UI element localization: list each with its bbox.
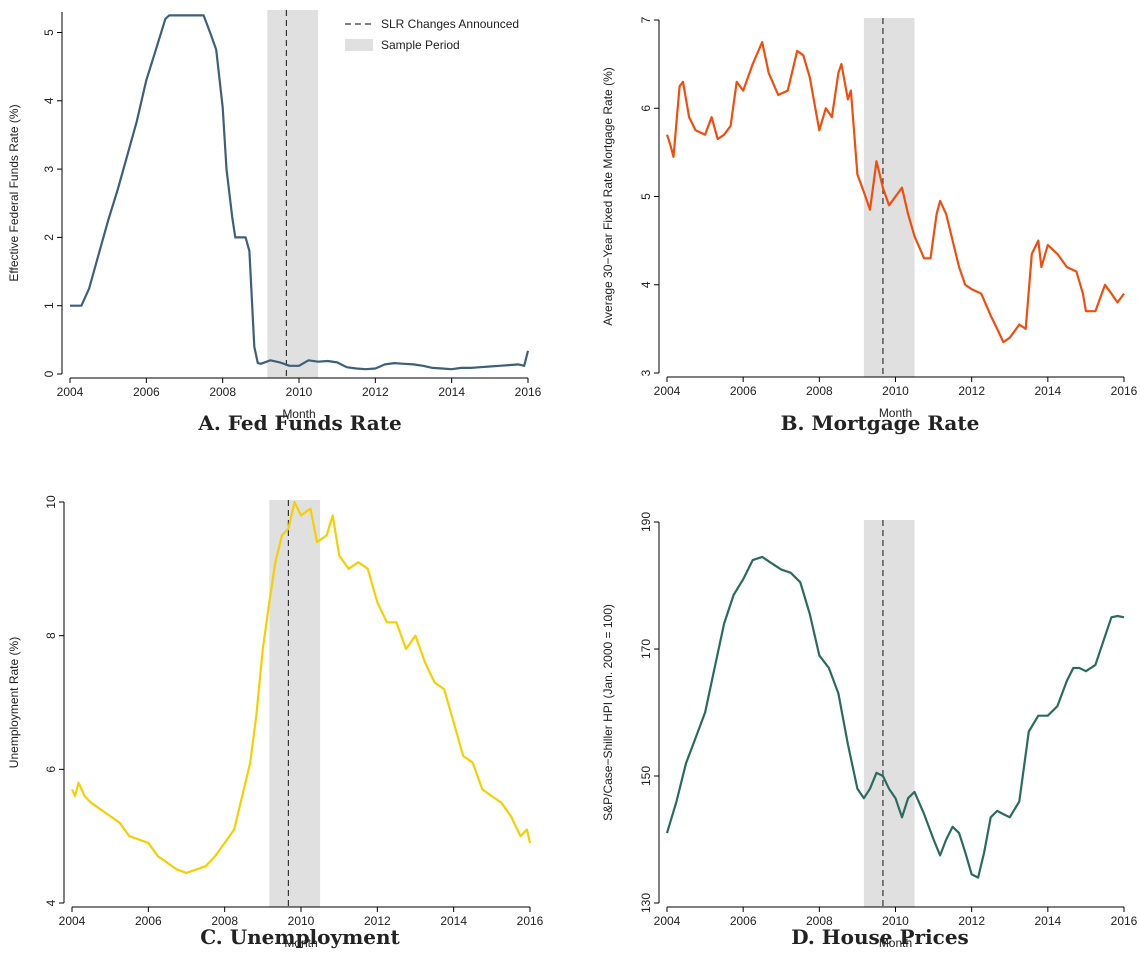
x-axis-label: Month [879,936,912,950]
x-tick-label: 2014 [440,914,467,928]
x-tick-label: 2006 [133,385,160,399]
panel: 130 150 170 190 2004 2006 2008 2010 2012 2014 2016… [601,512,1138,950]
series-line [71,500,532,874]
x-tick-label: 2016 [1111,384,1138,398]
y-tick-label: 8 [44,632,58,639]
y-axis-label: Effective Federal Funds Rate (%) [7,104,21,281]
legend-swatch [345,39,373,51]
x-tick-label: 2010 [882,914,909,928]
series-line [665,41,1125,344]
x-tick-label: 2016 [517,914,544,928]
x-tick-label: 2012 [958,384,985,398]
x-tick-label: 2004 [59,914,86,928]
panel-title: B. Mortgage Rate [781,411,980,435]
x-tick-label: 2016 [515,385,542,399]
series-line [665,555,1125,879]
x-tick-label: 2006 [730,384,757,398]
x-axis-label: Month [284,936,317,950]
sample-period [267,10,319,378]
x-tick-label: 2004 [654,384,681,398]
panel-title: A. Fed Funds Rate [197,411,401,435]
panel: 0 1 2 3 4 5 2004 2006 2008 2010 2012 2014 2016 Month E… [7,10,542,435]
y-tick-label: 190 [639,512,653,532]
y-tick-label: 3 [639,369,653,376]
x-tick-label: 2010 [286,385,313,399]
x-tick-label: 2008 [211,914,238,928]
x-tick-label: 2006 [730,914,757,928]
x-tick-label: 2016 [1111,914,1138,928]
y-tick-label: 4 [42,97,56,104]
y-tick-label: 6 [44,766,58,773]
y-axis-label: S&P/Case−Shiller HPI (Jan. 2000 = 100) [601,604,615,821]
y-tick-label: 1 [42,302,56,309]
y-tick-label: 170 [639,639,653,659]
y-axis-label: Unemployment Rate (%) [7,637,21,768]
y-tick-label: 2 [42,234,56,241]
sample-period [269,500,321,907]
y-tick-label: 4 [639,281,653,288]
y-tick-label: 3 [42,165,56,172]
x-tick-label: 2012 [362,385,389,399]
x-tick-label: 2010 [288,914,315,928]
x-tick-label: 2004 [654,914,681,928]
x-tick-label: 2006 [135,914,162,928]
y-tick-label: 4 [44,899,58,906]
y-tick-label: 10 [44,495,58,509]
sample-period [863,520,915,907]
panel-title: C. Unemployment [200,925,400,949]
y-tick-label: 6 [639,105,653,112]
series-line [70,14,530,371]
x-tick-label: 2004 [57,385,84,399]
x-tick-label: 2014 [1034,914,1061,928]
x-tick-label: 2008 [806,384,833,398]
y-tick-label: 7 [639,16,653,23]
x-tick-label: 2008 [209,385,236,399]
panel: 4 6 8 10 2004 2006 2008 2010 2012 2014 2016 Month Un… [7,495,544,950]
x-axis-label: Month [879,406,912,420]
x-tick-label: 2012 [958,914,985,928]
x-tick-label: 2014 [1034,384,1061,398]
x-tick-label: 2014 [438,385,465,399]
y-axis-label: Average 30−Year Fixed Rate Mortgage Rate… [601,67,615,325]
y-tick-label: 0 [42,370,56,377]
legend-label: SLR Changes Announced [381,17,519,31]
y-tick-label: 5 [639,193,653,200]
y-tick-label: 150 [639,766,653,786]
legend-label: Sample Period [381,38,460,52]
panel-title: D. House Prices [791,925,969,949]
y-tick-label: 5 [42,29,56,36]
x-tick-label: 2010 [882,384,909,398]
x-axis-label: Month [282,407,315,421]
panel: 3 4 5 6 7 2004 2006 2008 2010 2012 2014 2016 Month Av… [601,16,1138,435]
x-tick-label: 2008 [806,914,833,928]
y-tick-label: 130 [639,893,653,913]
x-tick-label: 2012 [364,914,391,928]
